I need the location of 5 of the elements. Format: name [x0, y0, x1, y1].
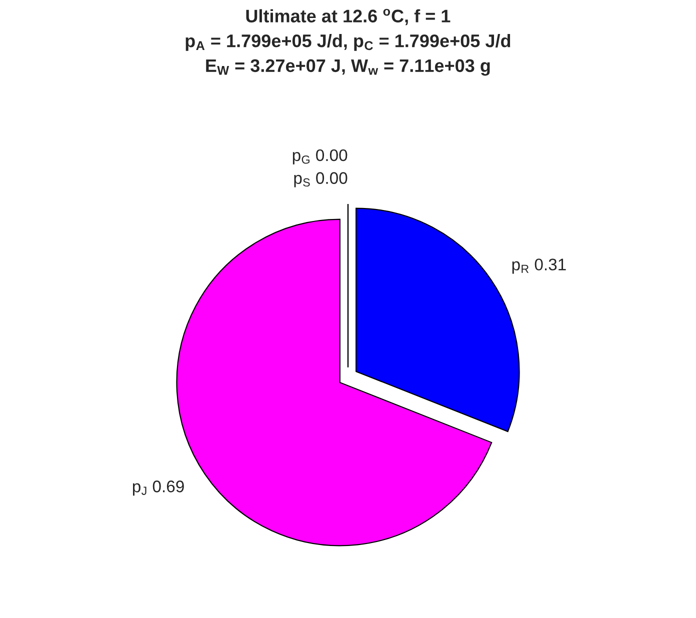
- slice-label: p$_{R}$ 0.31: [512, 258, 566, 274]
- category-label: p$_{G}$ 0.00: [292, 149, 348, 164]
- slice-label: p$_{J}$ 0.69: [132, 480, 184, 496]
- chart-title: Ultimate at 12.6 $^{o}$C, f = 1 p$_{A}$ = 1.799e+05 J/d, p$_{C}$ = 1.799e+05 J/d E$_{W}$ = 3.27e+07 J, W$_{w}$ = 7.11e+03 g: [186, 8, 510, 76]
- category-label: p$_{S}$ 0.00: [294, 172, 348, 188]
